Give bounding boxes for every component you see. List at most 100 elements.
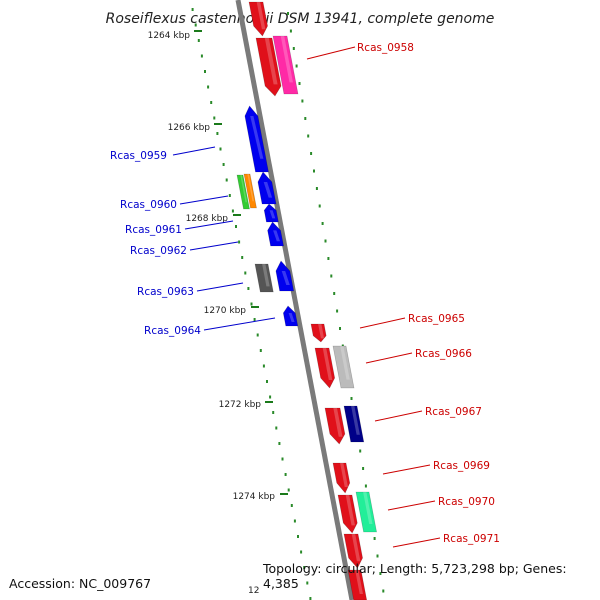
gene-block-shine [240, 175, 247, 203]
gene-block-shape[interactable] [263, 203, 279, 223]
gene-block-shine [351, 534, 361, 562]
gene-block[interactable] [314, 347, 336, 389]
tick-dot [284, 473, 287, 476]
gene-block-shape[interactable] [347, 569, 368, 600]
gene-block-shape[interactable] [257, 171, 277, 205]
gene-block-shine [355, 570, 363, 594]
tick-label-fragment: 12 [248, 586, 259, 596]
gene-block[interactable] [310, 323, 327, 343]
tick-dot [225, 178, 228, 182]
tick-dot [197, 39, 200, 42]
gene-block[interactable] [332, 462, 351, 494]
gene-block[interactable] [248, 1, 268, 37]
tick-dot [247, 287, 250, 290]
gene-label[interactable]: Rcas_0966 [415, 348, 472, 360]
gene-block[interactable] [343, 405, 365, 443]
tick-dot [362, 467, 365, 470]
gene-block-shape[interactable] [282, 305, 299, 327]
leader-line [392, 537, 441, 548]
gene-block-shape[interactable] [267, 221, 284, 247]
gene-block[interactable] [255, 37, 282, 97]
gene-block-shape[interactable] [314, 347, 336, 389]
gene-label[interactable]: Rcas_0970 [438, 496, 495, 508]
gene-block[interactable] [275, 260, 295, 292]
gene-label[interactable]: Rcas_0960 [120, 199, 177, 211]
gene-block-shape[interactable] [275, 260, 295, 292]
gene-block-shape[interactable] [310, 323, 327, 343]
gene-block-shine [340, 346, 350, 380]
tick-dot [194, 23, 197, 27]
tick-dot [309, 597, 312, 600]
gene-block[interactable] [236, 174, 250, 210]
gene-label[interactable]: Rcas_0958 [357, 42, 414, 54]
gene-label[interactable]: Rcas_0967 [425, 406, 482, 418]
gene-block-shape[interactable] [244, 105, 269, 173]
tick-dot [373, 537, 376, 540]
tick-dot [350, 397, 353, 400]
tick-dot [228, 194, 231, 197]
tick-label: 1270 kbp [204, 306, 247, 316]
gene-block-shine [322, 348, 333, 380]
gene-block[interactable] [267, 221, 284, 247]
tick-dot [219, 147, 222, 151]
gene-block[interactable] [254, 263, 274, 293]
gene-block[interactable] [272, 35, 299, 95]
tick-dot [359, 449, 362, 453]
tick-dot [290, 504, 293, 507]
gene-block-shape[interactable] [332, 462, 351, 494]
gene-block-shape[interactable] [248, 1, 268, 37]
gene-label[interactable]: Rcas_0969 [433, 460, 490, 472]
tick-dot-track [191, 8, 385, 600]
gene-block-shape[interactable] [324, 407, 346, 445]
gene-block[interactable] [355, 491, 377, 533]
gene-block[interactable] [282, 305, 299, 327]
tick-dot [297, 535, 299, 538]
tick-dot [250, 302, 253, 306]
gene-label[interactable]: Rcas_0965 [408, 313, 465, 325]
gene-block[interactable] [343, 533, 363, 569]
tick-dot [289, 29, 292, 33]
gene-block[interactable] [257, 171, 277, 205]
leader-line [196, 282, 244, 292]
gene-block[interactable] [332, 345, 355, 389]
gene-block-shape[interactable] [337, 494, 358, 534]
gene-block-shape[interactable] [255, 37, 282, 97]
gene-block[interactable] [243, 173, 257, 209]
gene-block-shape[interactable] [243, 173, 257, 209]
tick-dot [235, 225, 237, 228]
gene-block-shape[interactable] [332, 345, 355, 389]
gene-block-shine [280, 36, 293, 83]
gene-block-shape[interactable] [254, 263, 274, 293]
tick-dot [278, 442, 281, 445]
gene-label[interactable]: Rcas_0963 [137, 286, 194, 298]
tick-dot [266, 380, 268, 383]
gene-block[interactable] [324, 407, 346, 445]
tick-label: 1274 kbp [233, 492, 276, 502]
gene-block[interactable] [263, 203, 279, 223]
gene-block-shape[interactable] [343, 405, 365, 443]
right-gene-labels: Rcas_0958 Rcas_0965 Rcas_0966 Rcas_0967 … [357, 42, 500, 545]
gene-block-shape[interactable] [272, 35, 299, 95]
leader-line [189, 241, 239, 251]
gene-block-shape[interactable] [343, 533, 363, 569]
gene-label[interactable]: Rcas_0964 [144, 325, 201, 337]
tick-dot [269, 395, 272, 399]
leader-line [359, 317, 406, 329]
gene-block-shape[interactable] [355, 491, 377, 533]
leader-line [374, 410, 423, 422]
gene-block[interactable] [347, 569, 368, 600]
tick-dot [231, 209, 234, 213]
gene-block-shine [363, 492, 373, 524]
gene-label[interactable]: Rcas_0962 [130, 245, 187, 257]
gene-block-shape[interactable] [236, 174, 250, 210]
gene-block[interactable] [337, 494, 358, 534]
gene-label[interactable]: Rcas_0971 [443, 533, 500, 545]
gene-block-shine [250, 116, 264, 159]
leader-line [387, 500, 436, 511]
gene-block[interactable] [244, 105, 269, 173]
gene-block-shine [262, 264, 270, 287]
tick-dot [244, 271, 247, 275]
gene-label[interactable]: Rcas_0959 [110, 150, 167, 162]
gene-label[interactable]: Rcas_0961 [125, 224, 182, 236]
